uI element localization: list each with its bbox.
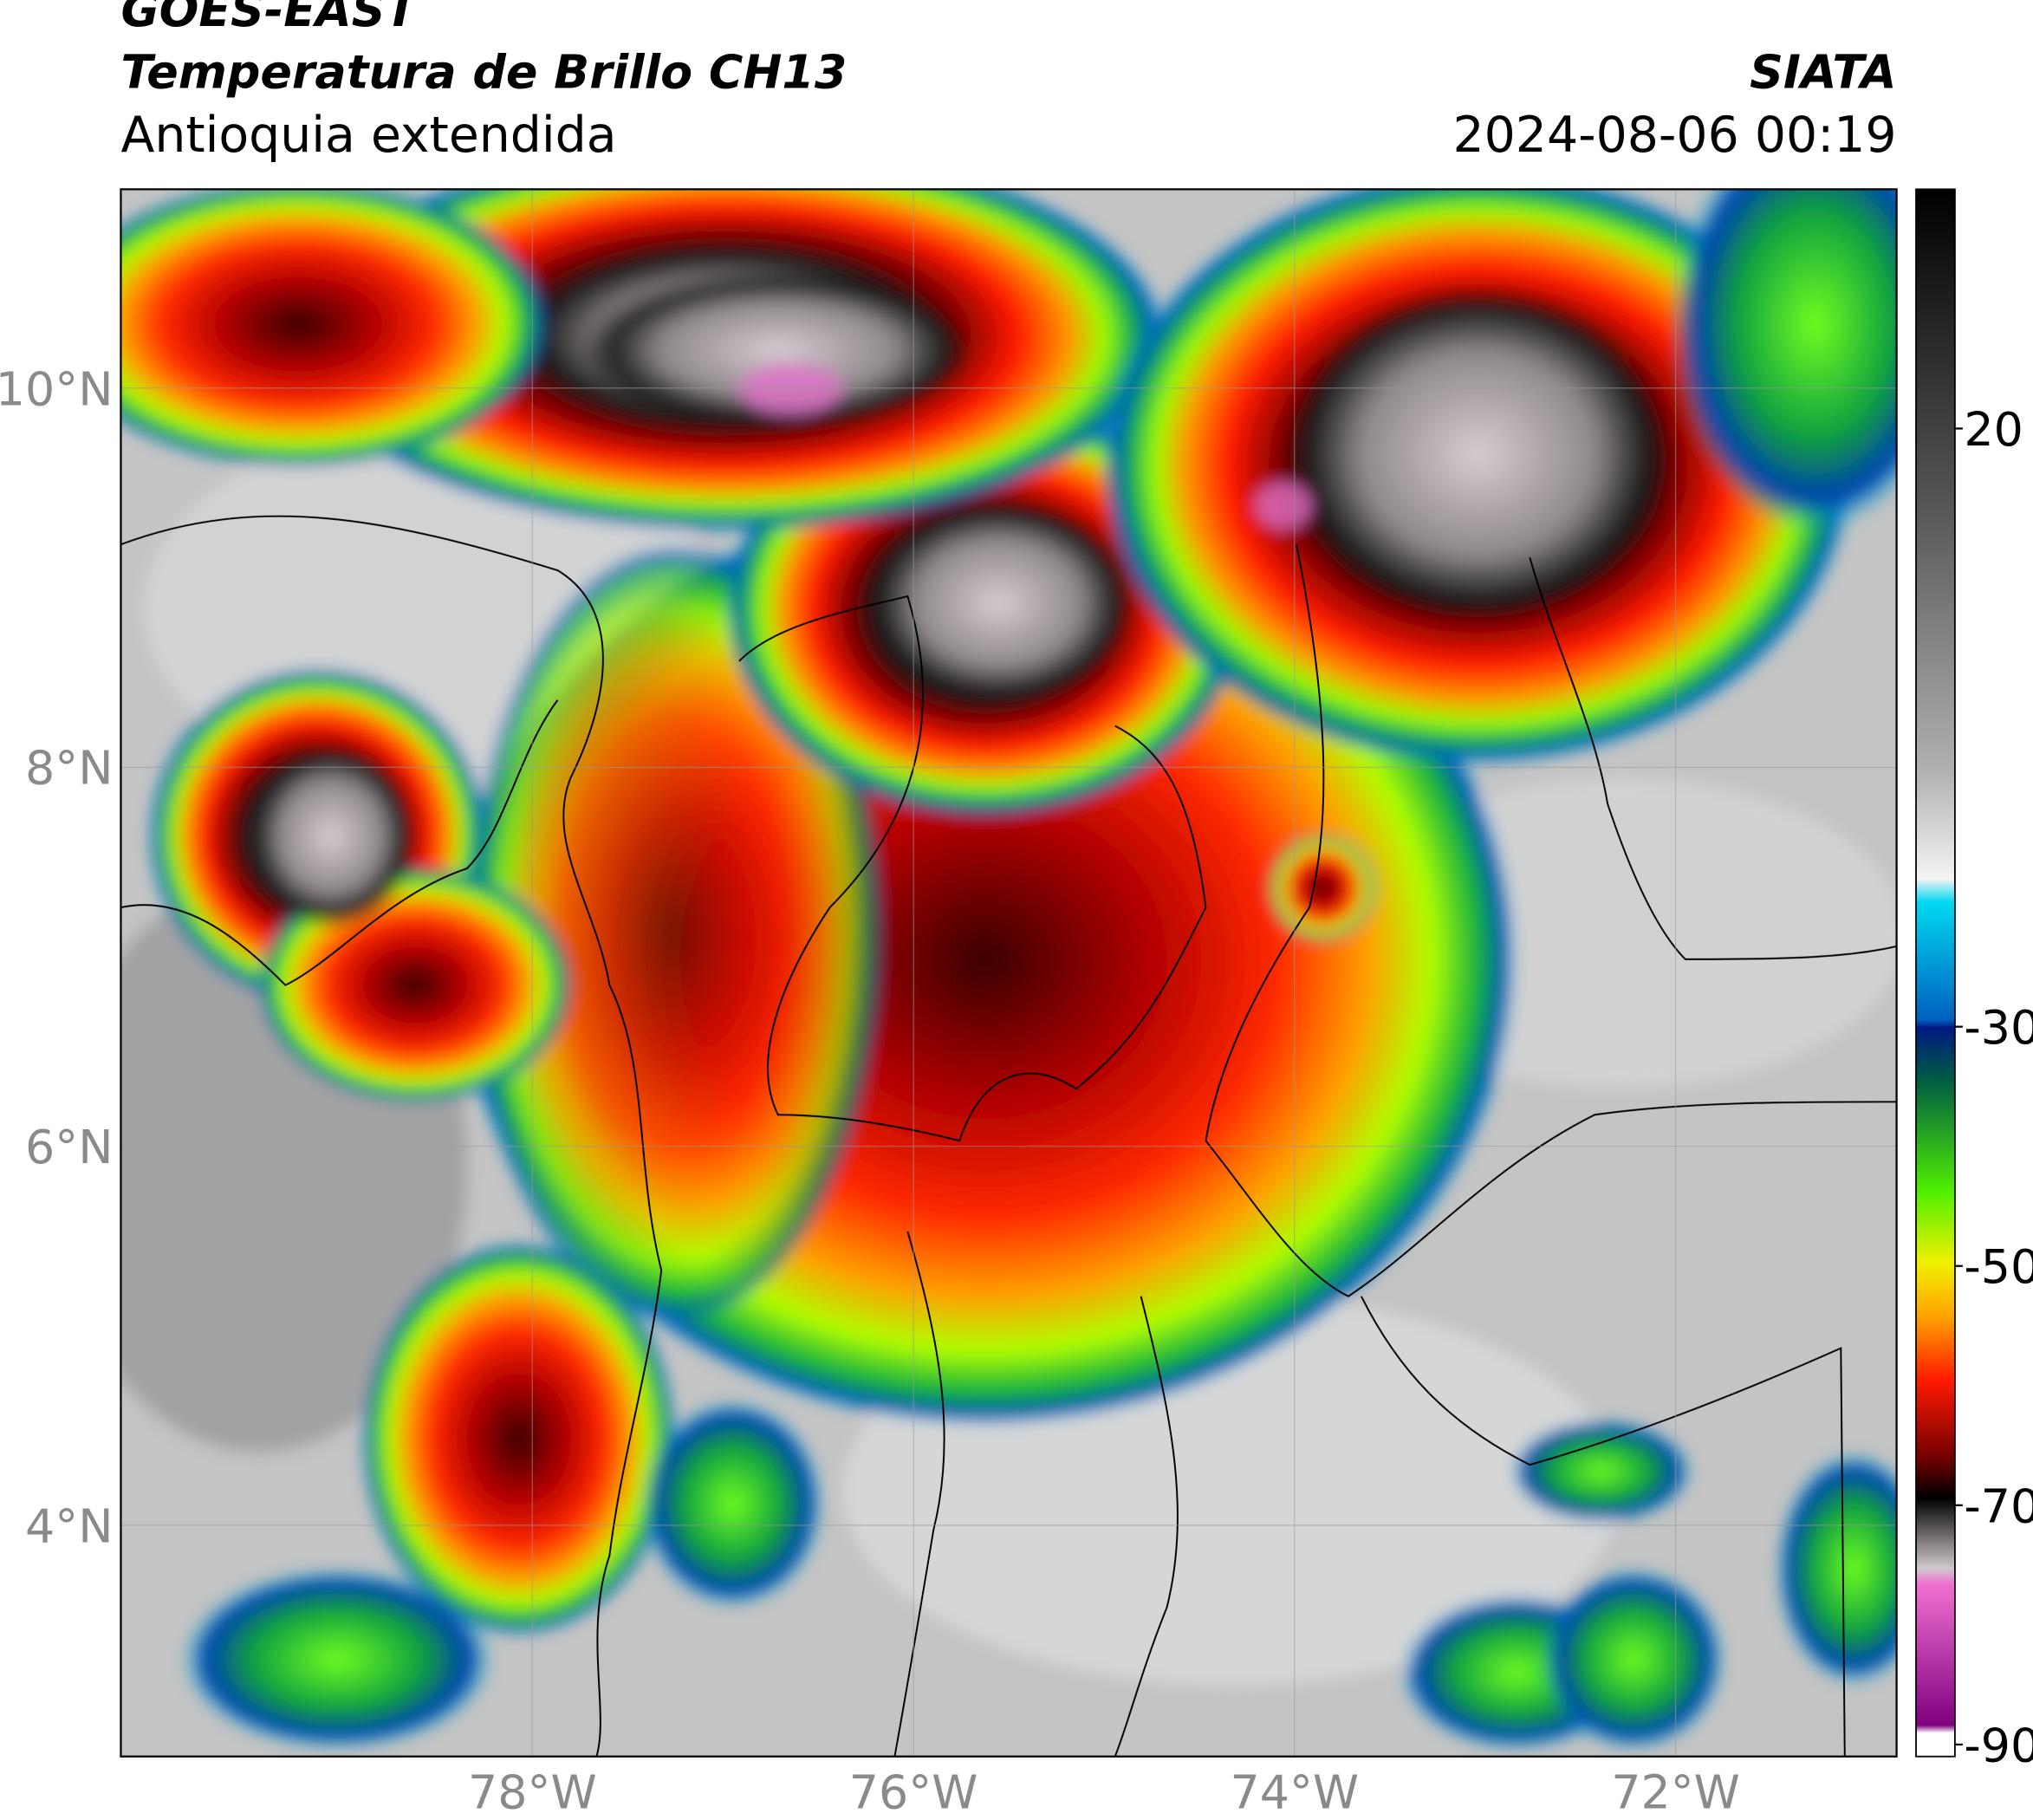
grid: [120, 189, 1897, 1757]
colorbar-tick-label: 20: [1964, 402, 2023, 457]
datetime: 2024-08-06 00:19: [1453, 107, 1897, 164]
agency: SIATA: [1750, 45, 1897, 100]
axis-ticks: 10°N 8°N 6°N 4°N 78°W 76°W 74°W 72°W: [0, 361, 1740, 1819]
lon-tick-label: 72°W: [1611, 1765, 1740, 1820]
map: [120, 189, 1897, 1757]
lat-tick-label: 4°N: [25, 1498, 113, 1553]
colorbar-tick-label: -90: [1964, 1718, 2033, 1772]
map-frame: [120, 188, 1898, 1758]
colorbar-ticks: 20 -30 -50 -70 -90: [1954, 402, 2033, 1772]
title: GOES-EAST: [120, 0, 420, 37]
colorbar-tick-label: -50: [1964, 1239, 2033, 1294]
lon-tick-label: 76°W: [849, 1765, 978, 1820]
lon-tick-label: 78°W: [468, 1765, 597, 1820]
product: Temperatura de Brillo CH13: [120, 45, 847, 100]
lat-tick-label: 10°N: [0, 361, 113, 416]
colorbar-tick-label: -30: [1964, 1000, 2033, 1055]
colorbar-tick-label: -70: [1964, 1479, 2033, 1533]
clouds: [120, 189, 1897, 1751]
lat-tick-label: 6°N: [25, 1120, 113, 1174]
lat-tick-label: 8°N: [25, 741, 113, 796]
colorbar: [1915, 188, 1956, 1758]
lon-tick-label: 74°W: [1231, 1765, 1360, 1820]
borders: [120, 515, 1897, 1757]
region: Antioquia extendida: [120, 107, 616, 164]
